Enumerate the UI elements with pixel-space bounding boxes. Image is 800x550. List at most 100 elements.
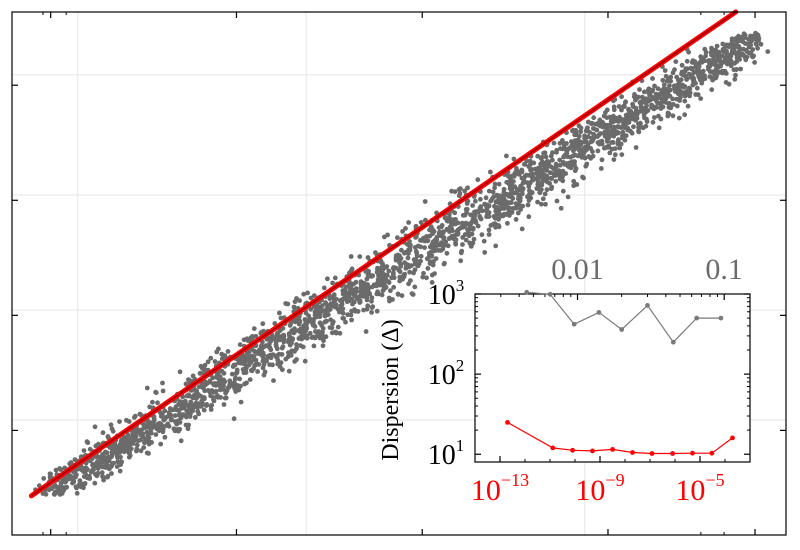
scatter-point <box>201 395 207 400</box>
scatter-point <box>551 140 557 146</box>
scatter-point <box>636 121 641 127</box>
scatter-point <box>277 364 283 370</box>
scatter-point <box>544 178 549 184</box>
scatter-point <box>353 279 359 285</box>
main-axis-ticks <box>12 12 786 535</box>
scatter-point <box>298 329 304 335</box>
scatter-point <box>397 257 403 263</box>
scatter-point <box>694 85 700 91</box>
scatter-point <box>554 198 560 204</box>
scatter-point <box>118 454 123 460</box>
scatter-point <box>207 389 213 395</box>
scatter-point <box>100 464 106 470</box>
scatter-point <box>636 129 642 135</box>
scatter-point <box>427 227 432 233</box>
scatter-point <box>614 129 620 135</box>
scatter-point <box>584 144 590 150</box>
scatter-point <box>473 198 478 204</box>
scatter-point <box>403 226 408 231</box>
scatter-point <box>395 235 400 241</box>
scatter-point <box>195 401 201 407</box>
scatter-point <box>557 162 563 168</box>
scatter-point <box>607 150 613 156</box>
scatter-point <box>424 275 429 281</box>
scatter-point <box>433 256 439 261</box>
scatter-point <box>687 86 693 92</box>
scatter-point <box>369 310 374 315</box>
scatter-point <box>297 318 302 324</box>
scatter-point <box>216 346 221 352</box>
scatter-point <box>63 479 69 484</box>
scatter-point <box>733 72 738 78</box>
scatter-point <box>406 251 411 256</box>
scatter-point <box>752 60 757 65</box>
scatter-point <box>733 67 739 72</box>
scatter-point <box>616 119 622 124</box>
scatter-point <box>619 107 624 113</box>
scatter-point <box>220 387 226 392</box>
scatter-point <box>491 214 497 219</box>
scatter-point <box>519 167 525 173</box>
scatter-point <box>619 117 625 122</box>
scatter-point <box>547 170 553 176</box>
scatter-point <box>373 250 378 256</box>
scatter-point <box>342 294 348 300</box>
scatter-point <box>104 450 110 456</box>
scatter-point <box>424 256 430 262</box>
scatter-point <box>686 49 691 55</box>
scatter-point <box>288 320 294 326</box>
inset-bottom-tick-exponent: −13 <box>501 470 529 490</box>
scatter-point <box>613 115 619 121</box>
scatter-point <box>654 99 659 104</box>
scatter-point <box>379 278 385 284</box>
scatter-point <box>455 220 461 226</box>
scatter-point <box>369 298 374 304</box>
inset-series-point <box>649 451 655 456</box>
scatter-point <box>459 220 465 226</box>
inset-series-point <box>590 448 595 454</box>
scatter-point <box>693 92 699 97</box>
scatter-point <box>211 398 217 404</box>
inset-top-tick-label: 0.1 <box>705 253 743 286</box>
inset-series-point <box>550 445 556 451</box>
scatter-point <box>398 262 404 267</box>
scatter-point <box>329 330 335 336</box>
scatter-point <box>348 254 354 259</box>
scatter-point <box>644 103 649 109</box>
scatter-point <box>513 201 519 207</box>
scatter-point <box>122 436 128 442</box>
scatter-point <box>429 280 435 285</box>
scatter-point <box>571 140 576 146</box>
scatter-point <box>297 298 302 303</box>
scatter-point <box>400 229 405 234</box>
fit-line-group <box>28 9 739 499</box>
scatter-point <box>517 202 522 208</box>
inset-series-point <box>596 310 602 315</box>
scatter-point <box>74 490 80 496</box>
scatter-point <box>431 229 437 234</box>
scatter-point <box>132 415 137 420</box>
scatter-point <box>118 462 123 467</box>
scatter-point <box>247 377 253 382</box>
scatter-point <box>208 393 214 399</box>
scatter-point <box>408 278 413 283</box>
scatter-point <box>92 424 98 430</box>
scatter-point <box>737 57 742 62</box>
scatter-point <box>391 270 396 276</box>
scatter-point <box>641 89 647 95</box>
scatter-point <box>274 346 280 352</box>
scatter-point <box>137 437 143 443</box>
scatter-point <box>620 135 625 141</box>
scatter-point <box>453 240 458 246</box>
scatter-point <box>650 76 655 81</box>
scatter-point <box>526 184 532 190</box>
scatter-point <box>316 333 321 339</box>
scatter-point <box>605 122 611 128</box>
scatter-point <box>753 41 759 47</box>
scatter-point <box>684 77 689 82</box>
scatter-point <box>110 428 116 434</box>
scatter-point <box>758 41 764 47</box>
scatter-point <box>382 283 388 289</box>
scatter-point <box>711 50 717 56</box>
